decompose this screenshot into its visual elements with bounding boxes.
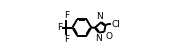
Text: N: N bbox=[95, 34, 102, 43]
Text: F: F bbox=[57, 23, 62, 32]
Text: Cl: Cl bbox=[112, 20, 120, 28]
Text: F: F bbox=[64, 35, 69, 44]
Text: O: O bbox=[105, 32, 112, 41]
Text: F: F bbox=[64, 11, 69, 20]
Text: N: N bbox=[97, 12, 103, 22]
